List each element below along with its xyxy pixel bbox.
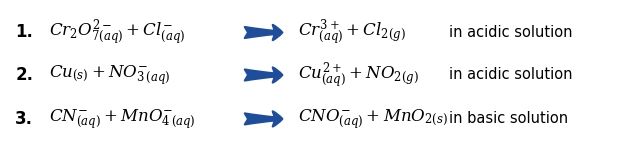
Text: $\mathbf{\mathit{Cu_{(s)} + NO^{-}_{3\,(aq)}}}$: $\mathbf{\mathit{Cu_{(s)} + NO^{-}_{3\,(… (49, 63, 170, 87)
Text: $\mathbf{\mathit{CNO^{-}_{(aq)} + MnO_{2(s)}}}$: $\mathbf{\mathit{CNO^{-}_{(aq)} + MnO_{2… (297, 107, 448, 131)
Text: 1.: 1. (15, 24, 33, 42)
Text: $\mathbf{\mathit{Cr_2O^{2-}_{7(aq)} + Cl^{-}_{(aq)}}}$: $\mathbf{\mathit{Cr_2O^{2-}_{7(aq)} + Cl… (49, 18, 186, 48)
Text: $\mathbf{\mathit{CN^{-}_{(aq)} + MnO^{-}_{4\,(aq)}}}$: $\mathbf{\mathit{CN^{-}_{(aq)} + MnO^{-}… (49, 107, 196, 131)
Text: in basic solution: in basic solution (449, 111, 568, 126)
Text: in acidic solution: in acidic solution (449, 25, 572, 40)
Text: 3.: 3. (15, 110, 33, 128)
Text: $\mathbf{\mathit{Cr^{3+}_{(aq)} + Cl_{2(g)}}}$: $\mathbf{\mathit{Cr^{3+}_{(aq)} + Cl_{2(… (297, 18, 406, 48)
Text: in acidic solution: in acidic solution (449, 68, 572, 82)
Text: $\mathbf{\mathit{Cu^{2+}_{(aq)} + NO_{2(g)}}}$: $\mathbf{\mathit{Cu^{2+}_{(aq)} + NO_{2(… (297, 60, 418, 90)
Text: 2.: 2. (15, 66, 33, 84)
